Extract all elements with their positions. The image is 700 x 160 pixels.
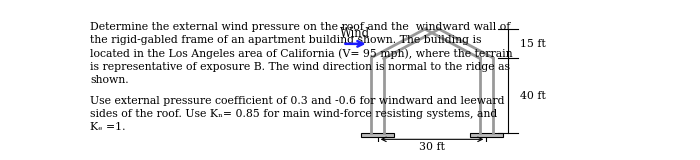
Text: Use external pressure coefficient of 0.3 and -0.6 for windward and leeward
sides: Use external pressure coefficient of 0.3…	[90, 96, 505, 132]
Text: 40 ft: 40 ft	[520, 91, 545, 101]
Bar	[470, 133, 503, 137]
Text: Wind: Wind	[340, 27, 370, 40]
Bar	[361, 133, 394, 137]
Text: 30 ft: 30 ft	[419, 142, 445, 152]
Text: Determine the external wind pressure on the roof and the  windward wall of
the r: Determine the external wind pressure on …	[90, 22, 513, 85]
Text: 15 ft: 15 ft	[520, 39, 545, 48]
